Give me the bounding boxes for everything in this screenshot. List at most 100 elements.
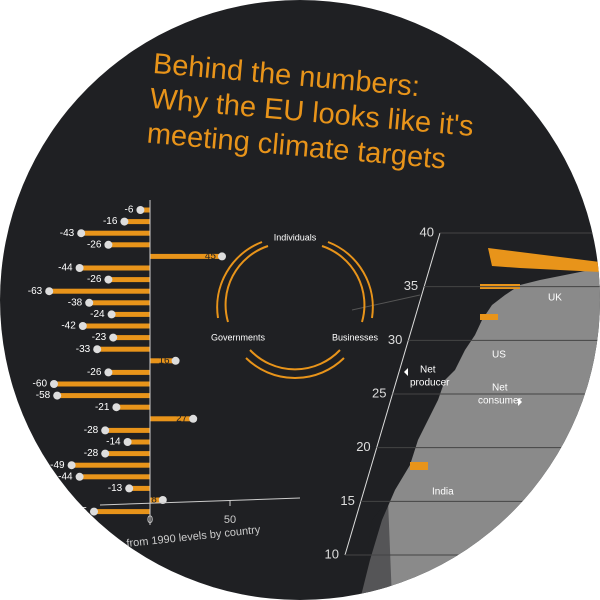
value-label: -24 <box>90 309 105 320</box>
cycle-arrow <box>245 357 345 380</box>
value-label: -16 <box>103 216 118 227</box>
bar-dot <box>120 217 129 226</box>
area-label: UK <box>548 293 562 304</box>
value-label: -43 <box>60 228 75 239</box>
bar <box>81 230 150 236</box>
bar <box>111 311 150 317</box>
cycle-arrow <box>249 349 341 371</box>
value-label: -26 <box>87 367 102 378</box>
highlight <box>480 314 498 320</box>
highlight <box>488 248 600 272</box>
value-label: -44 <box>58 263 73 274</box>
bar-dot <box>75 264 84 272</box>
y-tick-label: 15 <box>340 493 354 508</box>
bar <box>150 358 176 364</box>
bar <box>108 242 150 248</box>
bar <box>105 427 150 433</box>
value-label: 8 <box>151 495 157 506</box>
bar-dot <box>123 438 132 446</box>
value-label: -26 <box>87 239 102 250</box>
y-tick-label: 40 <box>420 224 434 239</box>
value-label: -42 <box>61 321 76 332</box>
bar-dot <box>53 391 62 400</box>
bar-dot <box>189 414 198 423</box>
area-label: India <box>432 487 454 498</box>
arrow-right <box>518 398 522 406</box>
cycle <box>216 241 374 380</box>
value-label: -60 <box>33 379 48 390</box>
bar-dot <box>112 403 121 412</box>
value-label: -14 <box>106 437 121 448</box>
area-label: consumer <box>478 396 523 407</box>
bar-dot <box>50 380 58 388</box>
bar-dot <box>136 206 145 214</box>
cycle-node: Governments <box>211 332 266 342</box>
bar-dot <box>218 252 226 261</box>
y-tick-label: 10 <box>325 546 339 561</box>
cycle-node: Businesses <box>332 332 379 342</box>
value-label: -26 <box>87 274 102 285</box>
bar-dot <box>90 507 98 516</box>
value-label: 45 <box>205 251 217 262</box>
bar <box>124 219 150 225</box>
bar-dot <box>107 310 116 319</box>
y-tick-label: 25 <box>372 385 386 400</box>
cycle-node: Individuals <box>274 232 317 242</box>
y-tick-label: 30 <box>388 332 402 347</box>
bar-dot <box>171 356 180 365</box>
bar-dot <box>158 496 167 504</box>
bar-dot <box>101 426 110 435</box>
y-tick-label: 20 <box>356 439 370 454</box>
bar-dot <box>85 298 94 307</box>
bar-dot <box>104 275 113 284</box>
value-label: -58 <box>36 390 51 401</box>
bar <box>97 346 150 352</box>
bar-dot <box>104 240 113 249</box>
bar <box>82 323 150 329</box>
bar-dot <box>67 461 76 470</box>
bar-dot <box>45 287 54 296</box>
bar-dot <box>77 229 86 238</box>
x-tick-label: 50 <box>224 514 236 526</box>
value-label: -63 <box>28 286 43 297</box>
bar <box>71 462 150 468</box>
area-label: producer <box>410 378 450 389</box>
bar <box>129 485 150 491</box>
value-label: 27 <box>176 413 188 424</box>
value-label: -35 <box>73 506 88 517</box>
value-label: -6 <box>124 205 133 216</box>
cycle-arrow <box>327 241 374 319</box>
highlight <box>410 462 428 470</box>
bar <box>79 265 150 271</box>
bar <box>150 497 163 503</box>
bar <box>57 393 151 399</box>
area-label: Net <box>420 365 436 376</box>
cycle-arrow <box>224 245 269 323</box>
value-label: -38 <box>68 297 83 308</box>
bar-dot <box>109 333 118 342</box>
bar-dot <box>78 322 87 330</box>
bar <box>116 404 150 410</box>
cycle-arrow <box>321 245 366 323</box>
value-label: -44 <box>58 471 73 482</box>
bar <box>108 277 150 283</box>
bar <box>127 439 150 445</box>
x-axis <box>99 497 301 506</box>
bar <box>105 451 150 457</box>
bar <box>89 300 150 306</box>
bar <box>108 369 150 375</box>
bar-dot <box>75 472 84 481</box>
bar-dot <box>104 368 113 377</box>
bar <box>113 335 150 341</box>
area-label: US <box>492 350 506 361</box>
divider <box>351 294 421 311</box>
bar <box>150 253 222 259</box>
bar-dot <box>101 449 110 458</box>
bar <box>150 416 194 422</box>
shade <box>360 500 392 600</box>
bar <box>79 474 150 480</box>
value-label: -28 <box>84 425 99 436</box>
value-label: -13 <box>108 483 123 494</box>
